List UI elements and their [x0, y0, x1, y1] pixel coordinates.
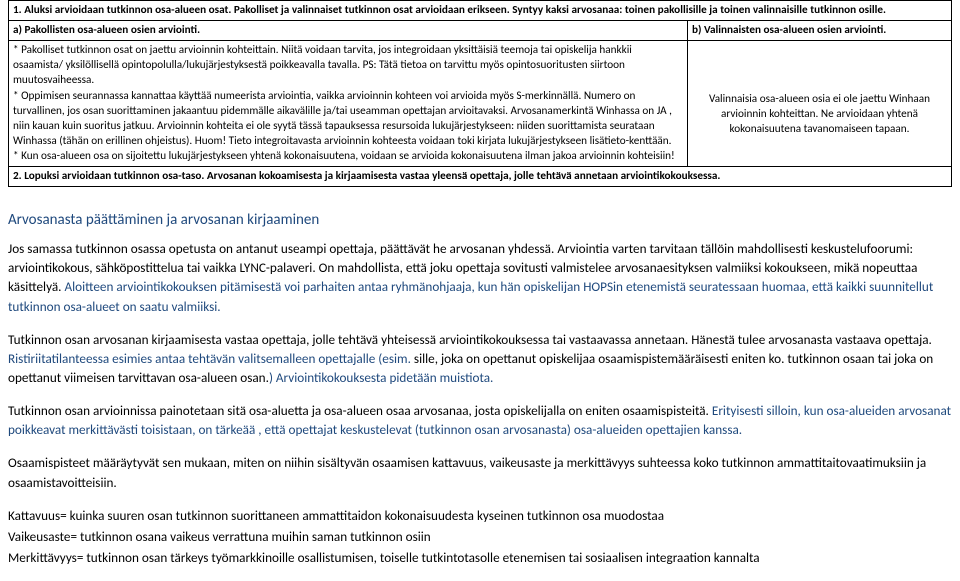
table-row-last: 2. Lopuksi arvioidaan tutkinnon osa-taso…	[9, 167, 952, 187]
p1-part-b: Aloitteen arviointikokouksen pitämisestä…	[8, 278, 933, 314]
paragraph-3: Tutkinnon osan arvioinnissa painotetaan …	[8, 401, 952, 439]
col-b-header: b) Valinnaisten osa-alueen osien arvioin…	[687, 21, 951, 41]
p2-part-d: ) Arviointikokouksesta pidetään muistiot…	[269, 369, 493, 386]
col-a-header: a) Pakollisten osa-alueen osien arvioint…	[9, 21, 688, 41]
col-b-body: Valinnaisia osa-alueen osia ei ole jaett…	[687, 41, 951, 167]
table-row-1: 1. Aluksi arvioidaan tutkinnon osa-aluee…	[9, 1, 952, 21]
paragraph-2: Tutkinnon osan arvosanan kirjaamisesta v…	[8, 330, 952, 387]
p3-part-a: Tutkinnon osan arvioinnissa painotetaan …	[8, 402, 712, 419]
p2-part-b: Ristiriitatilanteessa esimies antaa teht…	[8, 350, 414, 367]
col-a-body: * Pakolliset tutkinnon osat on jaettu ar…	[9, 41, 688, 167]
paragraph-4: Osaamispisteet määräytyvät sen mukaan, m…	[8, 453, 952, 491]
paragraph-7: Merkittävyys= tutkinnon osan tärkeys työ…	[8, 548, 952, 567]
paragraph-6: Vaikeusaste= tutkinnon osana vaikeus ver…	[8, 527, 952, 546]
section-title: Arvosanasta päättäminen ja arvosanan kir…	[8, 211, 952, 229]
p2-part-a: Tutkinnon osan arvosanan kirjaamisesta v…	[8, 331, 932, 348]
assessment-table: 1. Aluksi arvioidaan tutkinnon osa-aluee…	[8, 0, 952, 187]
paragraph-5: Kattavuus= kuinka suuren osan tutkinnon …	[8, 506, 952, 525]
paragraph-1: Jos samassa tutkinnon osassa opetusta on…	[8, 239, 952, 316]
